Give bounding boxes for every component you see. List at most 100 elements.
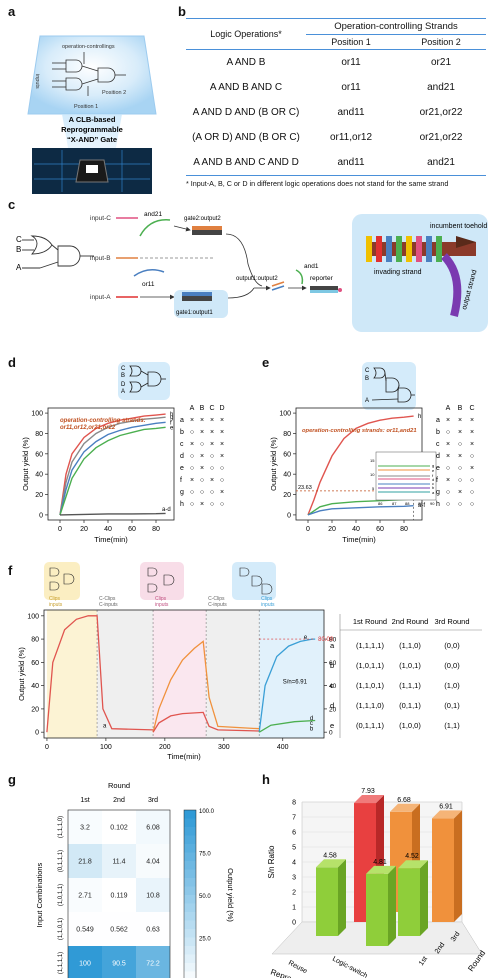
ref-value-label: 23.63 <box>298 485 312 491</box>
x-axis-label: Time(min) <box>167 752 201 761</box>
truth-table-cell: ○ <box>446 465 450 472</box>
y-tick-label: 2 <box>292 890 296 897</box>
truth-table-cell: × <box>470 441 474 448</box>
bar3d-h: 8 7 6 5 4 3 2 1 0 S/n Ratio 6.68 6.91 7.93 4.58 4.52 4.… <box>267 788 487 978</box>
y-tick-label: 80 <box>283 431 291 438</box>
gate-icon-e <box>371 367 415 403</box>
curve-label: a-d <box>162 507 171 513</box>
bar-side <box>420 860 428 936</box>
gate-icon-box-e <box>362 362 416 410</box>
round-table-cell: (1,1,1,1) <box>356 641 384 650</box>
heatmap-row-label: (1,1,0,1) <box>58 918 64 940</box>
sn-label: S/n=6.91 <box>283 679 308 685</box>
row-pos2: or21,or22 <box>419 107 463 118</box>
truth-table-cell: ○ <box>458 501 462 508</box>
heatmap-cell <box>102 844 136 878</box>
truth-table-cell: ○ <box>470 501 474 508</box>
and-or-gate-diagram <box>22 235 94 269</box>
inset-label-g: g <box>432 463 434 468</box>
series-line-h <box>59 413 166 516</box>
curve-label: c <box>310 721 313 727</box>
x-axis-label: Time(min) <box>342 535 376 544</box>
plot-frame <box>43 609 325 739</box>
x-tick-label: 40 <box>104 526 112 533</box>
row-op: A AND B AND C <box>209 82 283 93</box>
truth-table-cell: ○ <box>220 465 224 472</box>
bar-side <box>338 859 346 936</box>
and21-strand <box>139 219 171 237</box>
series-line-h <box>307 415 414 516</box>
heatmap-g: Round 1st 2nd 3rd 3.2 0.102 6.08 (1,1,1,0) 21.8 1… <box>35 782 235 978</box>
phase-band <box>97 610 154 738</box>
colorbar-segment <box>184 937 196 947</box>
phase-band <box>46 610 98 738</box>
truth-table-row-label: e <box>180 465 184 472</box>
truth-table-header: B <box>200 405 205 412</box>
inset-ytick: 5 <box>372 486 375 491</box>
colorbar-segment <box>184 869 196 879</box>
truth-table-cell: × <box>458 429 462 436</box>
colorbar-tick: 75.0 <box>199 852 211 858</box>
truth-table-header: C <box>469 405 474 412</box>
x-tick-label: 80 <box>152 526 160 533</box>
input-a-label: input-A <box>90 294 111 301</box>
row-pos2: or21,or22 <box>419 132 463 143</box>
truth-table-row-label: c <box>436 441 440 448</box>
position-1-label: Position 1 <box>74 104 98 110</box>
truth-table-cell: ○ <box>210 453 214 460</box>
series-line-a-f <box>307 505 414 516</box>
bar-side <box>454 810 462 922</box>
reporter-strand <box>310 290 338 293</box>
x-tick-label: 400 <box>277 744 289 751</box>
heatmap-cell <box>68 844 102 878</box>
gate-d-input-d: D <box>121 382 126 388</box>
bar-value-label: 7.93 <box>361 788 375 795</box>
truth-table-row-label: f <box>436 477 438 484</box>
y-tick-label: 60 <box>31 660 39 667</box>
round-tick-label: 1st <box>418 955 429 967</box>
heatmap-cell <box>102 946 136 978</box>
chip-window <box>86 165 98 173</box>
inset-label-d: d <box>432 477 434 482</box>
heatmap-col-label: 3rd <box>148 797 158 804</box>
x-tick-label: 80 <box>400 526 408 533</box>
chart-e-plot: 0 20 40 60 80 0 20 40 60 80 100 Time(min) Output yie… <box>269 407 425 544</box>
gate-icon-box-d <box>118 362 170 400</box>
truth-table-cell: × <box>210 477 214 484</box>
round-table-cell: (1,0,1,1) <box>356 661 384 670</box>
bar-front <box>398 868 420 936</box>
annotation-d-line2: or11,or12,or21,or22 <box>60 425 116 431</box>
truth-table-cell: ○ <box>458 441 462 448</box>
and1-label: and1 <box>304 263 319 270</box>
truth-table-cell: ○ <box>190 465 194 472</box>
phase-band <box>153 610 207 738</box>
colorbar-segment <box>184 844 196 853</box>
y-tick-label: 20 <box>35 492 43 499</box>
bar-top <box>366 865 396 874</box>
x-tick-label: 60 <box>128 526 136 533</box>
truth-table-row-label: a <box>180 417 184 424</box>
gate-e-input-b: B <box>365 376 369 382</box>
panel-e: C B A 0 20 40 60 80 0 20 40 60 80 100 Time(min) Outp… <box>269 362 475 544</box>
truth-table-cell: × <box>210 417 214 424</box>
curve-label: g <box>170 415 173 421</box>
row-pos1: or11 <box>341 82 361 93</box>
bar-top <box>432 810 462 819</box>
bar-top <box>398 860 428 869</box>
curve-label: e <box>170 425 174 431</box>
y-tick-label: 8 <box>292 800 296 807</box>
truth-table-header: C <box>209 405 214 412</box>
truth-table-cell: × <box>190 417 194 424</box>
series-line-f <box>59 421 166 516</box>
curve-label: e <box>304 635 308 641</box>
y-tick-label: 40 <box>283 472 291 479</box>
truth-table-row-label: b <box>180 429 184 436</box>
arrow-and21 <box>173 225 191 232</box>
inset-xtick: 86 <box>378 501 383 506</box>
colorbar-segment <box>184 827 196 836</box>
truth-table-cell: × <box>190 477 194 484</box>
truth-table-cell: ○ <box>446 501 450 508</box>
round-table-header: 1st Round <box>353 617 387 626</box>
inset-label-e: e <box>432 468 435 473</box>
truth-table-cell: × <box>470 417 474 424</box>
